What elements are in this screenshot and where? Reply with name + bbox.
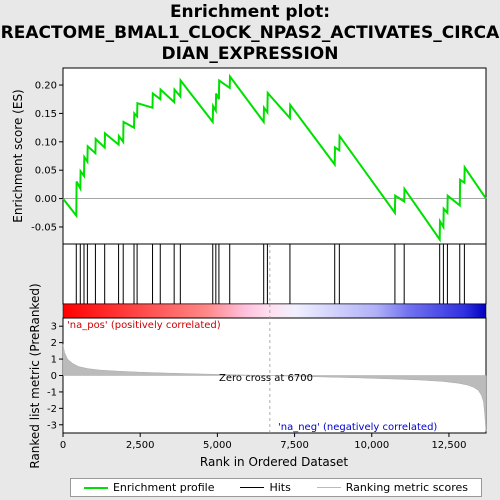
es-tick-label: 0.05: [35, 166, 57, 177]
x-axis-ticks: 0 2,500 5,000 7,500 10,000 12,500: [60, 433, 466, 451]
x-tick-label: 12,500: [431, 440, 466, 451]
metric-tick-label: -1: [47, 387, 57, 398]
title-line-3: DIAN_EXPRESSION: [161, 44, 339, 64]
rank-color-bar: [62, 303, 487, 319]
metric-tick-label: 1: [51, 355, 57, 366]
metric-tick-label: 2: [51, 338, 57, 349]
hits-marks: [75, 244, 465, 304]
metric-tick-label: 0: [51, 371, 57, 382]
neg-label: 'na_neg' (negatively correlated): [278, 422, 437, 433]
enrichment-profile-line: [62, 73, 487, 243]
hits-swatch-icon: [240, 487, 265, 488]
x-tick-label: 5,000: [203, 440, 232, 451]
es-tick-label: 0.15: [35, 109, 57, 120]
es-axis-ticks: -0.05 0.00 0.05 0.10 0.15 0.20: [31, 81, 63, 233]
hits-panel: [62, 243, 487, 305]
legend-item-enrichment: Enrichment profile: [83, 481, 215, 494]
legend-item-hits: Hits: [240, 481, 291, 494]
title-line-1: Enrichment plot:: [169, 2, 331, 22]
title-line-2: REACTOME_BMAL1_CLOCK_NPAS2_ACTIVATES_CIR…: [0, 23, 500, 43]
x-tick-label: 10,000: [354, 440, 389, 451]
zero-cross-label: Zero cross at 6700: [219, 373, 313, 384]
ranking-swatch-icon: [316, 487, 341, 488]
metric-tick-label: 3: [51, 322, 57, 333]
es-tick-label: -0.05: [31, 222, 57, 233]
ranking-metric-area: [62, 344, 487, 432]
pos-label: 'na_pos' (positively correlated): [67, 320, 221, 331]
es-tick-label: 0.20: [35, 81, 57, 92]
legend-item-ranking: Ranking metric scores: [316, 481, 468, 494]
x-tick-label: 7,500: [280, 440, 309, 451]
es-tick-label: 0.10: [35, 137, 57, 148]
enrichment-swatch-icon: [83, 486, 108, 489]
legend-hits-label: Hits: [269, 481, 291, 494]
metric-tick-label: -3: [47, 420, 57, 431]
es-panel: [62, 67, 487, 245]
es-y-axis-label: Enrichment score (ES): [11, 89, 25, 222]
x-tick-label: 2,500: [126, 440, 155, 451]
legend: Enrichment profile Hits Ranking metric s…: [70, 478, 482, 497]
x-tick-label: 0: [60, 440, 66, 451]
metric-y-axis-label: Ranked list metric (PreRanked): [28, 283, 42, 468]
legend-enrichment-label: Enrichment profile: [112, 481, 215, 494]
legend-ranking-label: Ranking metric scores: [345, 481, 468, 494]
x-axis-label: Rank in Ordered Dataset: [200, 455, 348, 469]
chart-title: Enrichment plot: REACTOME_BMAL1_CLOCK_NP…: [0, 2, 500, 65]
metric-axis-ticks: -3 -2 -1 0 1 2 3: [47, 322, 63, 431]
metric-tick-label: -2: [47, 404, 57, 415]
es-tick-label: 0.00: [35, 194, 57, 205]
